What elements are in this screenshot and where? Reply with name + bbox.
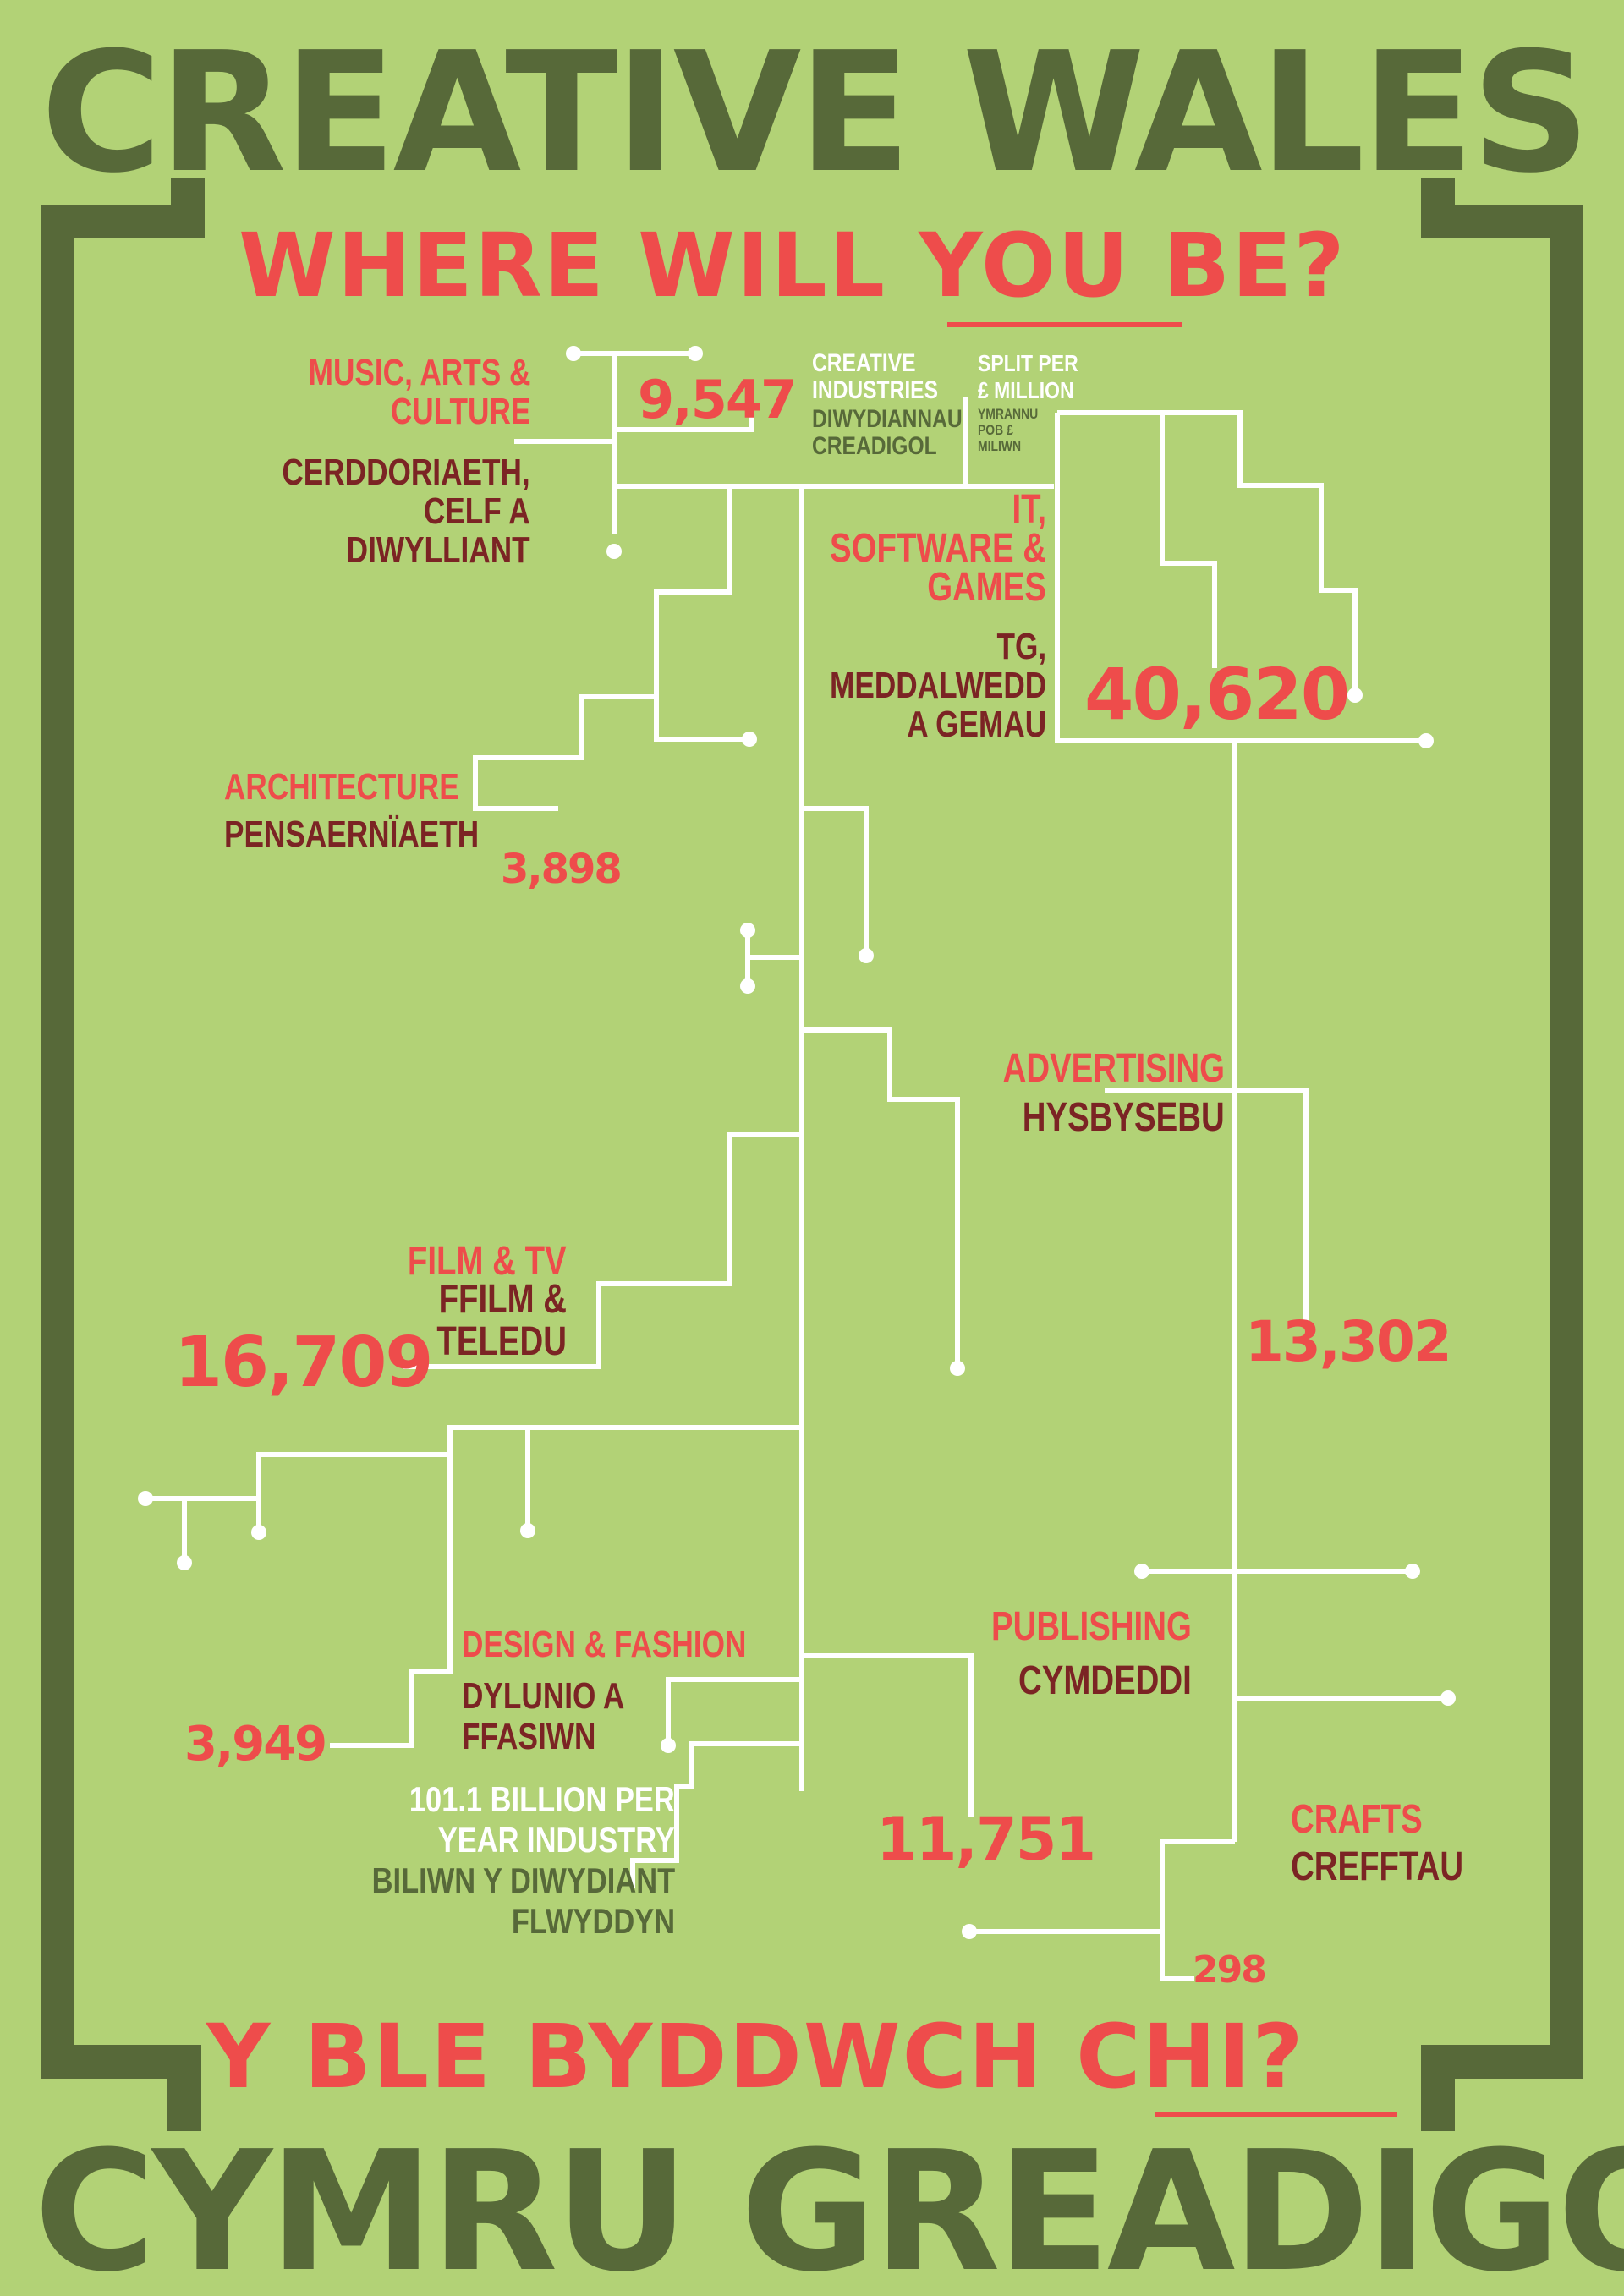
value-music: 9,547 xyxy=(638,369,797,430)
connector-lines xyxy=(145,351,1448,1981)
frame-outline xyxy=(41,178,1583,2131)
welsh-subtitle-end: ? xyxy=(1252,2005,1305,2108)
value-advertising: 13,302 xyxy=(1245,1309,1452,1374)
category-music-en: MUSIC, ARTS & CULTURE xyxy=(308,352,530,432)
total-industry-en: 101.1 BILLION PER YEAR INDUSTRY xyxy=(409,1779,675,1860)
value-crafts: 298 xyxy=(1193,1948,1267,1992)
legend-creative-cy: DIWYDIANNAU CREADIGOL xyxy=(812,405,963,460)
category-publishing-cy: CYMDEDDI xyxy=(1018,1658,1192,1703)
category-publishing-en: PUBLISHING xyxy=(991,1604,1192,1649)
poster-welsh-subtitle: Y BLE BYDDWCH CHI? xyxy=(206,2013,1305,2101)
poster-welsh-title: CYMRU GREADIGOL xyxy=(34,2116,1624,2296)
category-design-cy: DYLUNIO A FFASIWN xyxy=(462,1675,625,1757)
value-publishing: 11,751 xyxy=(876,1805,1096,1874)
value-design: 3,949 xyxy=(184,1717,327,1772)
category-crafts-en: CRAFTS xyxy=(1291,1797,1423,1842)
value-it: 40,620 xyxy=(1084,653,1350,736)
category-architecture-cy: PENSAERNÏAETH xyxy=(224,814,480,855)
legend-creative-en: CREATIVE INDUSTRIES xyxy=(812,349,938,404)
value-film: 16,709 xyxy=(174,1323,433,1403)
legend-split-cy: YMRANNU POB £ MILIWN xyxy=(978,406,1039,454)
poster-subtitle: WHERE WILL YOU BE? xyxy=(239,222,1347,310)
category-it-cy: TG, MEDDALWEDD A GEMAU xyxy=(829,626,1046,745)
category-it-en: IT, SOFTWARE & GAMES xyxy=(830,487,1046,610)
category-film-en: FILM & TV xyxy=(408,1239,567,1284)
welsh-subtitle-emphasis-chi: CHI xyxy=(1076,2005,1253,2108)
category-film-cy: FFILM & TELEDU xyxy=(436,1277,567,1364)
category-music-cy: CERDDORIAETH, CELF A DIWYLLIANT xyxy=(282,452,530,571)
poster-title: CREATIVE WALES xyxy=(41,17,1591,210)
connector-endpoints xyxy=(138,346,1456,1939)
category-advertising-cy: HYSBYSEBU xyxy=(1023,1095,1225,1140)
category-architecture-en: ARCHITECTURE xyxy=(224,766,459,808)
total-industry-cy: BILIWN Y DIWYDIANT FLWYDDYN xyxy=(371,1860,675,1941)
welsh-subtitle-start: Y BLE BYDDWCH xyxy=(206,2005,1077,2108)
subtitle-emphasis-you: YOU xyxy=(919,214,1131,317)
category-crafts-cy: CREFFTAU xyxy=(1291,1844,1464,1889)
subtitle-text-start: WHERE WILL xyxy=(239,214,919,317)
category-advertising-en: ADVERTISING xyxy=(1002,1046,1225,1091)
subtitle-text-end: BE? xyxy=(1130,214,1347,317)
value-architecture: 3,898 xyxy=(501,846,623,893)
legend-split-en: SPLIT PER £ MILLION xyxy=(978,350,1078,403)
category-design-en: DESIGN & FASHION xyxy=(462,1624,747,1665)
